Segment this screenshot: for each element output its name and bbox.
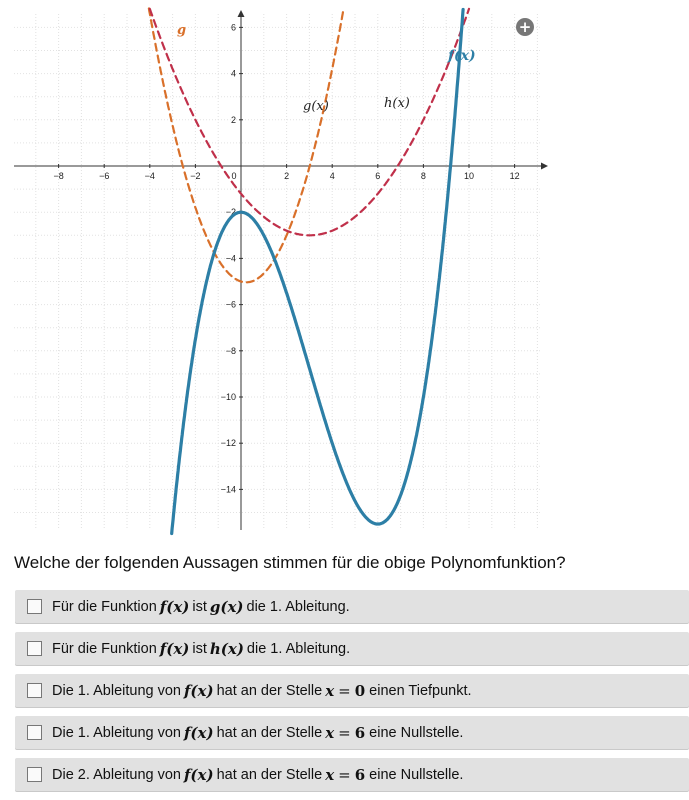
math-x: x	[325, 723, 335, 742]
x-tick-label: 2	[284, 171, 289, 181]
x-tick-label: 12	[510, 171, 520, 181]
question-text: Welche der folgenden Aussagen stimmen fü…	[14, 553, 566, 572]
x-tick-label: 0	[231, 171, 236, 181]
label-g-edge: g	[177, 23, 186, 38]
math-h: h(x)	[209, 639, 244, 658]
plot-canvas: −8 −6 −4 −2 0 2 4 6 8 10 12 6 4 2 −2 −4 −6 −8 −10 −12 −14 g(x…	[14, 7, 548, 536]
answer-option-5[interactable]: Die 2. Ableitung von f(x) hat an der Ste…	[15, 758, 689, 791]
zoom-in-icon[interactable]: +	[516, 18, 534, 36]
option-text-mid: hat an der Stelle	[216, 724, 323, 741]
y-tick-label: 6	[231, 22, 236, 32]
option-text-post: eine Nullstelle.	[369, 766, 464, 783]
math-eq: =	[338, 765, 351, 784]
x-tick-label: −6	[99, 171, 109, 181]
option-text-pre: Die 2. Ableitung von	[52, 766, 181, 783]
answer-option-2[interactable]: Für die Funktion f(x) ist h(x) die 1. Ab…	[15, 632, 689, 665]
option-text-pre: Die 1. Ableitung von	[52, 724, 181, 741]
math-value: 0	[354, 681, 366, 700]
checkbox[interactable]	[27, 599, 42, 614]
x-tick-label: 10	[464, 171, 474, 181]
math-eq: =	[338, 681, 351, 700]
option-text-pre: Die 1. Ableitung von	[52, 682, 181, 699]
answer-option-3[interactable]: Die 1. Ableitung von f(x) hat an der Ste…	[15, 674, 689, 707]
y-tick-label: 2	[231, 115, 236, 125]
math-x: x	[325, 681, 335, 700]
answer-option-1[interactable]: Für die Funktion f(x) ist g(x) die 1. Ab…	[15, 590, 689, 623]
math-value: 6	[354, 723, 366, 742]
option-text-post: die 1. Ableitung.	[246, 640, 351, 657]
x-tick-label: −4	[145, 171, 155, 181]
x-tick-label: 4	[330, 171, 335, 181]
label-h: h(x)	[384, 96, 410, 111]
answer-options: Für die Funktion f(x) ist g(x) die 1. Ab…	[15, 590, 689, 800]
math-f: f(x)	[183, 681, 214, 700]
option-text-post: eine Nullstelle.	[369, 724, 464, 741]
checkbox[interactable]	[27, 683, 42, 698]
y-tick-label: −14	[221, 484, 236, 494]
option-text-post: einen Tiefpunkt.	[369, 682, 472, 699]
option-text-mid: hat an der Stelle	[216, 682, 323, 699]
y-tick-label: 4	[231, 69, 236, 79]
math-f: f(x)	[183, 723, 214, 742]
option-text-mid: hat an der Stelle	[216, 766, 323, 783]
answer-option-4[interactable]: Die 1. Ableitung von f(x) hat an der Ste…	[15, 716, 689, 749]
y-tick-label: −4	[226, 253, 236, 263]
x-tick-label: −2	[190, 171, 200, 181]
y-tick-label: −2	[226, 207, 236, 217]
checkbox[interactable]	[27, 767, 42, 782]
option-text-mid: ist	[192, 640, 207, 657]
math-f: f(x)	[159, 597, 190, 616]
math-g: g(x)	[209, 597, 244, 616]
x-tick-label: 8	[421, 171, 426, 181]
curve-h	[148, 7, 471, 237]
label-f: f(x)	[447, 48, 476, 64]
checkbox[interactable]	[27, 641, 42, 656]
option-text-post: die 1. Ableitung.	[246, 598, 350, 615]
math-f: f(x)	[183, 765, 214, 784]
x-axis-arrow	[541, 162, 548, 170]
math-x: x	[325, 765, 335, 784]
label-g: g(x)	[303, 99, 329, 114]
option-text-pre: Für die Funktion	[52, 640, 157, 657]
x-tick-label: −8	[53, 171, 63, 181]
math-value: 6	[354, 765, 366, 784]
option-text-mid: ist	[192, 598, 207, 615]
y-tick-label: −12	[221, 438, 236, 448]
math-f: f(x)	[159, 639, 190, 658]
math-eq: =	[338, 723, 351, 742]
curve-g	[147, 7, 345, 284]
x-tick-label: 6	[375, 171, 380, 181]
y-tick-label: −10	[221, 392, 236, 402]
y-tick-label: −6	[226, 300, 236, 310]
option-text-pre: Für die Funktion	[52, 598, 157, 615]
y-axis-arrow	[237, 10, 245, 17]
curve-f	[170, 7, 465, 536]
function-graph: −8 −6 −4 −2 0 2 4 6 8 10 12 6 4 2 −2 −4 −6 −8 −10 −12 −14 g(x…	[14, 7, 548, 536]
y-tick-label: −8	[226, 346, 236, 356]
checkbox[interactable]	[27, 725, 42, 740]
